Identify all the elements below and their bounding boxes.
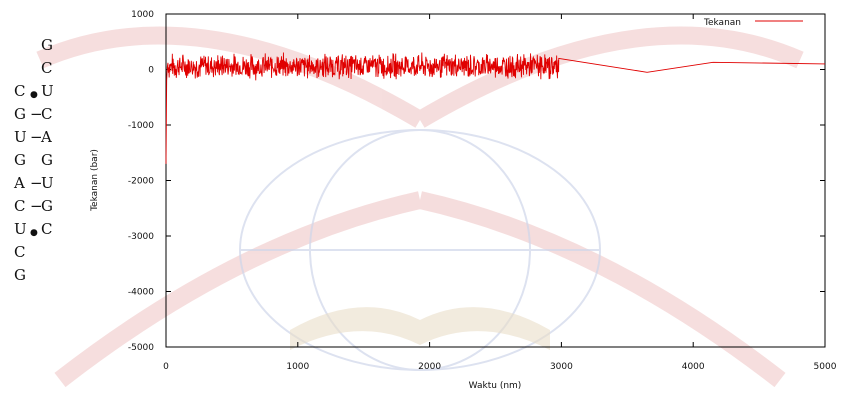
x-tick-label: 5000 <box>814 362 837 372</box>
sequence-bond: − <box>30 128 43 146</box>
sequence-bond: − <box>30 174 43 192</box>
sequence-left: G <box>14 266 26 284</box>
x-axis-label: Waktu (nm) <box>469 381 522 391</box>
rna-sequence: G C C ● U G − C U − A G G A − U C − G U ● C C G <box>14 34 84 287</box>
sequence-left: G <box>14 151 26 169</box>
x-tick-label: 4000 <box>682 362 705 372</box>
sequence-bond: ● <box>30 90 38 100</box>
y-tick-label: 0 <box>148 66 154 76</box>
sequence-right: C <box>41 59 53 77</box>
sequence-row: G − C <box>14 103 84 126</box>
y-tick-label: -5000 <box>128 343 154 353</box>
sequence-row: G <box>14 264 84 287</box>
sequence-right: A <box>41 128 52 146</box>
series-line-tekanan <box>165 52 826 164</box>
sequence-row: C ● U <box>14 80 84 103</box>
sequence-right: G <box>41 151 53 169</box>
x-tick-label: 3000 <box>550 362 573 372</box>
sequence-left: A <box>14 174 25 192</box>
sequence-bond: − <box>30 105 43 123</box>
sequence-row: C − G <box>14 195 84 218</box>
sequence-left: C <box>14 82 26 100</box>
sequence-left: C <box>14 243 26 261</box>
sequence-right: U <box>41 82 54 100</box>
y-tick-label: -1000 <box>128 121 154 131</box>
sequence-row: U ● C <box>14 218 84 241</box>
y-tick-label: -4000 <box>128 288 154 298</box>
sequence-row: A − U <box>14 172 84 195</box>
legend: Tekanan <box>703 18 803 28</box>
x-tick-label: 2000 <box>418 362 441 372</box>
sequence-right: G <box>41 197 53 215</box>
legend-label-tekanan: Tekanan <box>703 18 741 28</box>
sequence-left: U <box>14 128 27 146</box>
y-tick-label: -3000 <box>128 232 154 242</box>
y-axis-label: Tekanan (bar) <box>90 149 100 212</box>
series-tekanan <box>165 52 826 164</box>
sequence-right: C <box>41 220 53 238</box>
sequence-row: C <box>14 57 84 80</box>
sequence-left: U <box>14 220 27 238</box>
x-axis: 0 1000 2000 3000 4000 5000 <box>163 14 837 372</box>
sequence-row: U − A <box>14 126 84 149</box>
x-tick-label: 1000 <box>286 362 309 372</box>
y-tick-label: 1000 <box>131 10 154 20</box>
sequence-bond: − <box>30 197 43 215</box>
sequence-left: G <box>14 105 26 123</box>
sequence-bond: ● <box>30 228 38 238</box>
sequence-right: C <box>41 105 53 123</box>
y-axis: 1000 0 -1000 -2000 -3000 -4000 -5000 <box>128 10 825 353</box>
sequence-left: C <box>14 197 26 215</box>
sequence-right: G <box>41 36 53 54</box>
sequence-right: U <box>41 174 54 192</box>
sequence-row: C <box>14 241 84 264</box>
sequence-row: G <box>14 34 84 57</box>
x-tick-label: 0 <box>163 362 169 372</box>
y-tick-label: -2000 <box>128 177 154 187</box>
